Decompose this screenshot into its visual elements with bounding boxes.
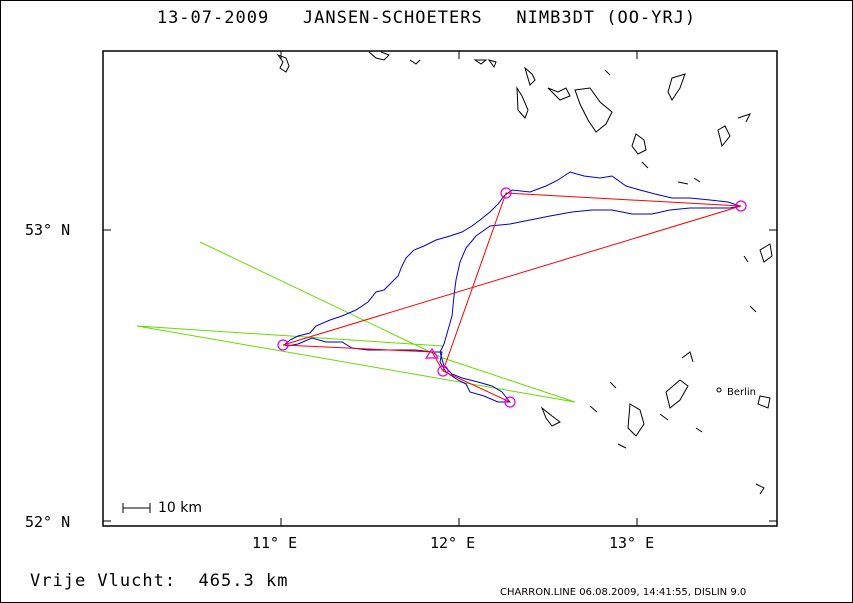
pilot-name: JANSEN-SCHOETERS — [302, 8, 483, 28]
scale-label: 10 km — [158, 500, 203, 516]
lon-label-11: 11° E — [252, 534, 298, 552]
footer-info: CHARRON.LINE 06.08.2009, 14:41:55, DISLI… — [500, 587, 747, 598]
flight-title: 13-07-2009 JANSEN-SCHOETERS NIMB3DT (OO-… — [0, 8, 853, 28]
task-lines — [282, 192, 742, 403]
city-label: Berlin — [727, 387, 757, 398]
lat-label-52: 52° N — [25, 513, 71, 531]
lon-label-12: 12° E — [430, 534, 476, 552]
sector-lines — [136, 241, 576, 403]
flight-track — [283, 171, 742, 403]
scale-bar — [122, 503, 151, 513]
turnpoint-marker — [735, 200, 747, 212]
aircraft-name: NIMB3DT (OO-YRJ) — [516, 8, 697, 28]
distance-line: Vrije Vlucht: 465.3 km — [30, 571, 288, 591]
distance-value: 465.3 km — [198, 571, 289, 591]
turnpoint-marker — [500, 187, 512, 199]
turnpoint-marker — [277, 339, 289, 351]
lake-outlines — [276, 51, 773, 495]
turnpoint-marker — [437, 365, 449, 377]
flight-date: 13-07-2009 — [156, 8, 270, 28]
start-triangle-icon — [424, 347, 440, 359]
distance-label: Vrije Vlucht: — [30, 571, 177, 591]
lon-label-13: 13° E — [609, 534, 655, 552]
lat-label-53: 53° N — [25, 221, 71, 239]
axis-ticks — [103, 51, 777, 526]
turnpoint-marker — [504, 396, 516, 408]
city-marker-icon — [716, 387, 722, 393]
turnpoint-markers — [277, 187, 747, 408]
map-frame — [102, 50, 778, 527]
